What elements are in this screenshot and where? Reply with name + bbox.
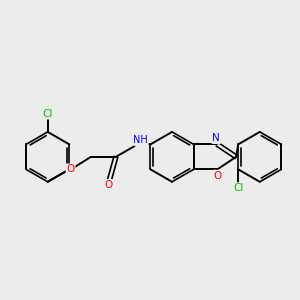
Text: O: O: [66, 164, 75, 174]
Text: O: O: [213, 171, 221, 181]
Text: Cl: Cl: [43, 109, 53, 119]
Text: O: O: [104, 180, 112, 190]
Text: NH: NH: [133, 135, 148, 145]
Text: N: N: [212, 133, 220, 143]
Text: Cl: Cl: [233, 183, 243, 193]
